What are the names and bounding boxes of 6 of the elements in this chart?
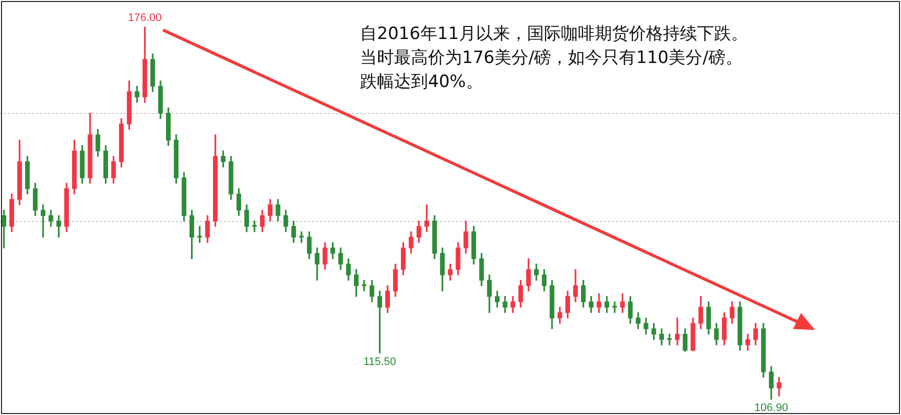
annotation: 跌幅达到40%。 — [360, 71, 484, 94]
annotation: 176.00 — [128, 12, 162, 24]
annotation: 106.90 — [754, 402, 788, 414]
annotation: 自2016年11月以来，国际咖啡期货价格持续下跌。 — [360, 23, 748, 46]
annotation: 当时最高价为176美分/磅，如今只有110美分/磅。 — [360, 47, 744, 70]
annotation: 115.50 — [363, 356, 396, 368]
